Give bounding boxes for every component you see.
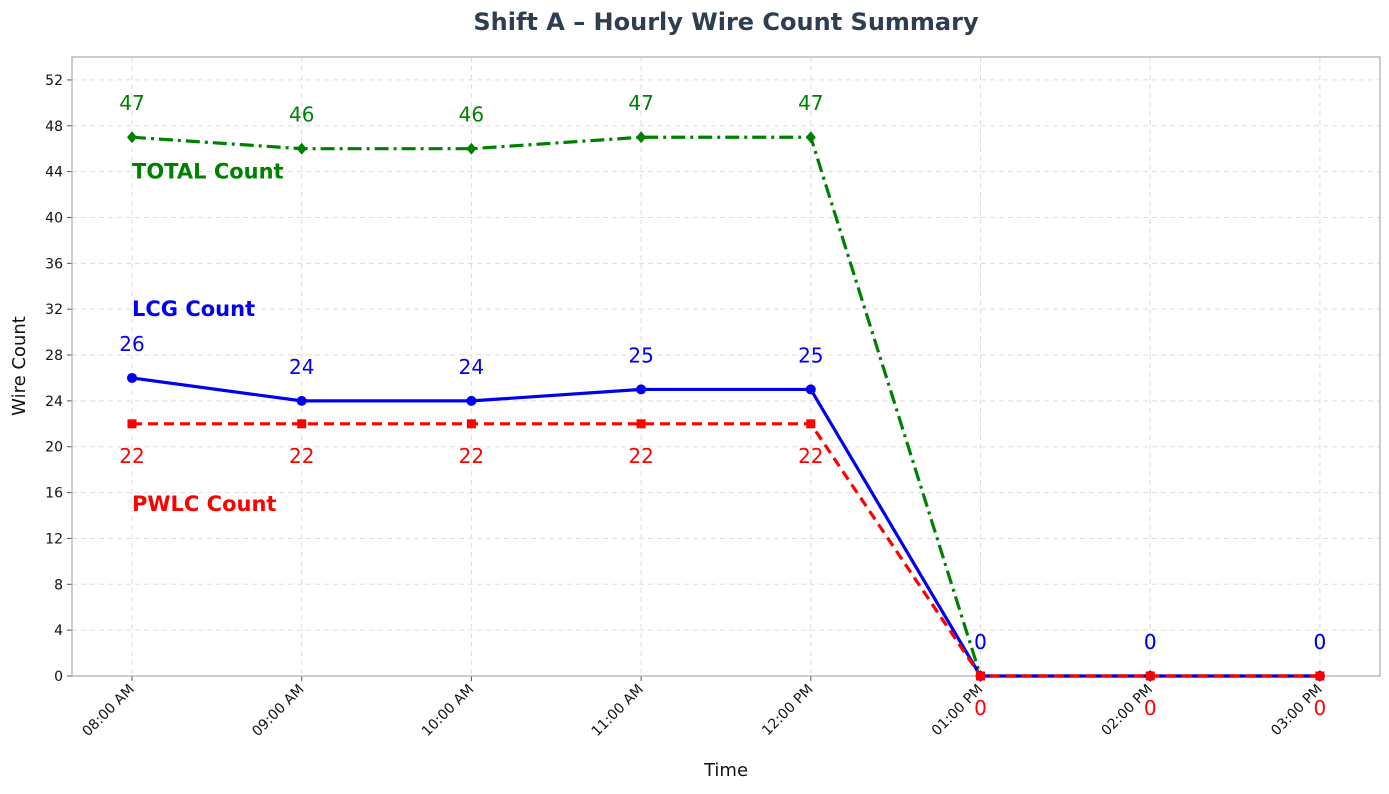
- data-label: 47: [798, 91, 823, 115]
- data-label: 47: [628, 91, 653, 115]
- y-tick-label: 36: [45, 256, 63, 272]
- y-tick-label: 48: [45, 119, 63, 135]
- data-label: 0: [1144, 630, 1157, 654]
- y-tick-label: 32: [45, 302, 63, 318]
- data-label: 22: [289, 444, 314, 468]
- y-tick-label: 44: [45, 165, 63, 181]
- y-tick-label: 12: [45, 531, 63, 547]
- y-tick-label: 16: [45, 486, 63, 502]
- y-tick-label: 28: [45, 348, 63, 364]
- data-label: 24: [459, 355, 484, 379]
- y-tick-label: 0: [54, 669, 63, 685]
- data-label: 46: [289, 103, 314, 127]
- data-label: 24: [289, 355, 314, 379]
- data-point: [466, 419, 476, 429]
- series-layer: [127, 131, 1325, 682]
- data-label: 26: [119, 332, 144, 356]
- data-point: [466, 142, 477, 155]
- data-label: 0: [974, 630, 987, 654]
- y-tick-label: 24: [45, 394, 63, 410]
- data-label: 47: [119, 91, 144, 115]
- x-axis-label: Time: [703, 760, 748, 781]
- data-point: [805, 131, 816, 144]
- series-label: PWLC Count: [132, 492, 276, 516]
- data-point: [1315, 671, 1325, 681]
- data-point: [466, 395, 477, 406]
- data-label: 0: [1144, 630, 1157, 654]
- data-label: 0: [1314, 696, 1327, 720]
- data-label: 22: [798, 444, 823, 468]
- series-label: LCG Count: [132, 297, 255, 321]
- y-tick-label: 8: [54, 577, 63, 593]
- chart-title: Shift A – Hourly Wire Count Summary: [473, 8, 979, 36]
- series-pwlc-count: [127, 419, 1325, 681]
- data-label: 22: [119, 444, 144, 468]
- grid-lines: [72, 57, 1380, 677]
- y-tick-label: 4: [54, 623, 63, 639]
- data-point: [806, 419, 816, 429]
- data-label: 22: [459, 444, 484, 468]
- y-axis-label: Wire Count: [9, 316, 30, 416]
- y-tick-label: 52: [45, 73, 63, 89]
- data-point: [636, 419, 646, 429]
- data-label: 25: [798, 343, 823, 367]
- data-point: [805, 384, 816, 395]
- data-point: [296, 142, 307, 155]
- data-label: 0: [974, 696, 987, 720]
- data-point: [976, 671, 985, 681]
- series-line: [132, 422, 1320, 678]
- series-label: TOTAL Count: [132, 160, 284, 184]
- plot-frame: [71, 56, 1381, 677]
- data-point: [296, 395, 307, 406]
- y-tick-label: 20: [45, 440, 63, 456]
- x-tick-label: 11:00 AM: [589, 682, 647, 740]
- data-point: [1145, 671, 1155, 681]
- data-point: [127, 131, 137, 144]
- data-label: 46: [459, 103, 484, 127]
- series-total-count: [127, 131, 1325, 682]
- data-label: 25: [628, 343, 653, 367]
- data-label: 0: [1144, 696, 1157, 720]
- data-point: [297, 419, 307, 429]
- x-tick-label: 08:00 AM: [80, 682, 138, 740]
- data-point: [127, 372, 137, 383]
- data-label: 22: [628, 444, 653, 468]
- data-point: [127, 419, 137, 429]
- data-label: 0: [1314, 630, 1327, 654]
- x-tick-label: 10:00 AM: [419, 682, 477, 740]
- data-point: [636, 384, 647, 395]
- x-tick-label: 12:00 PM: [759, 682, 817, 740]
- x-tick-label: 09:00 AM: [249, 682, 307, 740]
- series-line: [131, 135, 1320, 678]
- data-label: 0: [1314, 630, 1327, 654]
- y-tick-label: 40: [45, 210, 63, 226]
- data-point: [636, 131, 647, 144]
- data-label: 0: [974, 630, 987, 654]
